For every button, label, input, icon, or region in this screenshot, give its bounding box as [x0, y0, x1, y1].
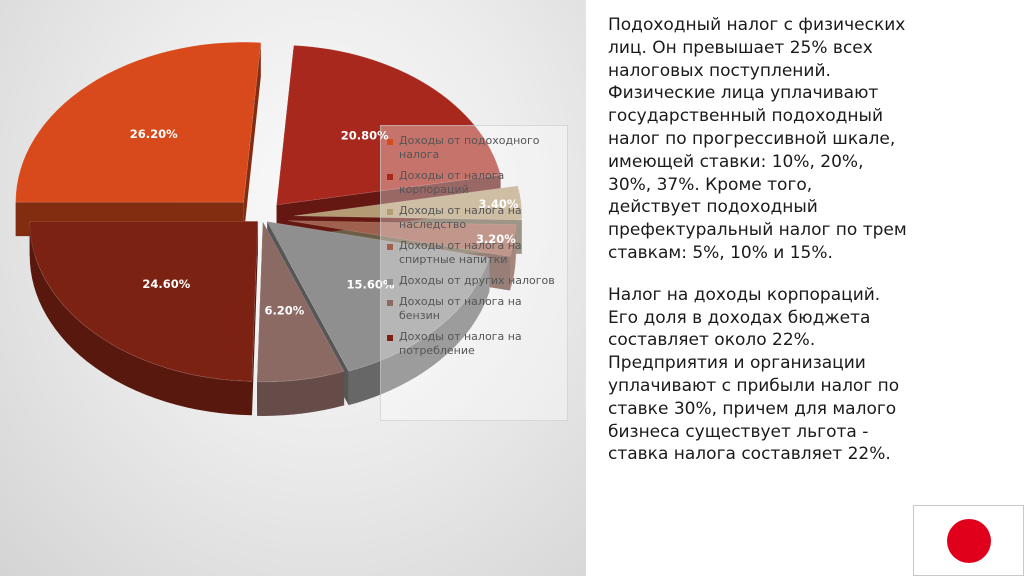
legend-swatch-6 [387, 335, 393, 341]
data-label-5: 6.20% [264, 303, 304, 317]
legend-label-3: Доходы от налога на спиртные напитки [399, 239, 522, 266]
legend-swatch-0 [387, 139, 393, 145]
legend-item-4: Доходы от других налогов [387, 274, 561, 288]
legend-label-5: Доходы от налога на бензин [399, 295, 522, 322]
pie-slice-3 [287, 220, 517, 257]
chart-area: 26.20% 20.80% 3.40% 3.20% 15.60% 6.20% 24.60% … [0, 0, 586, 576]
legend-label-1: Доходы от налога корпораций [399, 169, 505, 196]
legend-swatch-4 [387, 279, 393, 285]
pie-chart: 26.20% 20.80% 3.40% 3.20% 15.60% 6.20% 24.60% [15, 41, 523, 416]
legend-label-2: Доходы от налога на наследство [399, 204, 522, 231]
legend-label-4: Доходы от других налогов [399, 274, 555, 287]
legend-item-0: Доходы от подоходного налога [387, 134, 561, 162]
legend-swatch-1 [387, 174, 393, 180]
text-panel: Подоходный налог с физических лиц. Он пр… [608, 14, 908, 485]
pie-slice-side-5 [257, 371, 345, 416]
pie-slice-4 [266, 221, 490, 372]
legend-item-1: Доходы от налога корпораций [387, 169, 561, 197]
legend-item-3: Доходы от налога на спиртные напитки [387, 239, 561, 267]
legend-swatch-3 [387, 244, 393, 250]
paragraph-income-tax: Подоходный налог с физических лиц. Он пр… [608, 15, 907, 263]
legend-label-0: Доходы от подоходного налога [399, 134, 540, 161]
paragraph-corporate-tax: Налог на доходы корпораций. Его доля в д… [608, 284, 900, 465]
legend-item-6: Доходы от налога на потребление [387, 330, 561, 358]
pie-slice-wall-6-0 [251, 221, 258, 416]
pie-slice-2 [293, 185, 523, 221]
legend-item-2: Доходы от налога на наследство [387, 204, 561, 232]
pie-slice-side-6 [29, 221, 252, 416]
pie-slice-5 [256, 220, 345, 383]
data-label-6: 24.60% [142, 277, 190, 291]
legend-swatch-5 [387, 300, 393, 306]
data-label-2: 3.40% [478, 197, 518, 211]
flag-disc [947, 519, 991, 563]
chart-legend: Доходы от подоходного налога Доходы от на… [380, 125, 568, 421]
legend-item-5: Доходы от налога на бензин [387, 295, 561, 323]
pie-slice-6 [29, 220, 259, 382]
data-label-4: 15.60% [347, 278, 395, 292]
legend-label-6: Доходы от налога на потребление [399, 330, 522, 357]
pie-slice-side-4 [348, 257, 490, 406]
pie-slice-side-3 [509, 224, 516, 291]
japan-flag-icon [913, 505, 1024, 576]
data-label-3: 3.20% [476, 232, 516, 246]
data-label-0: 26.20% [130, 127, 178, 141]
legend-swatch-2 [387, 209, 393, 215]
pie-slice-wall-0-1 [243, 42, 261, 237]
pie-slice-0 [15, 41, 262, 203]
data-label-1: 20.80% [341, 129, 389, 143]
